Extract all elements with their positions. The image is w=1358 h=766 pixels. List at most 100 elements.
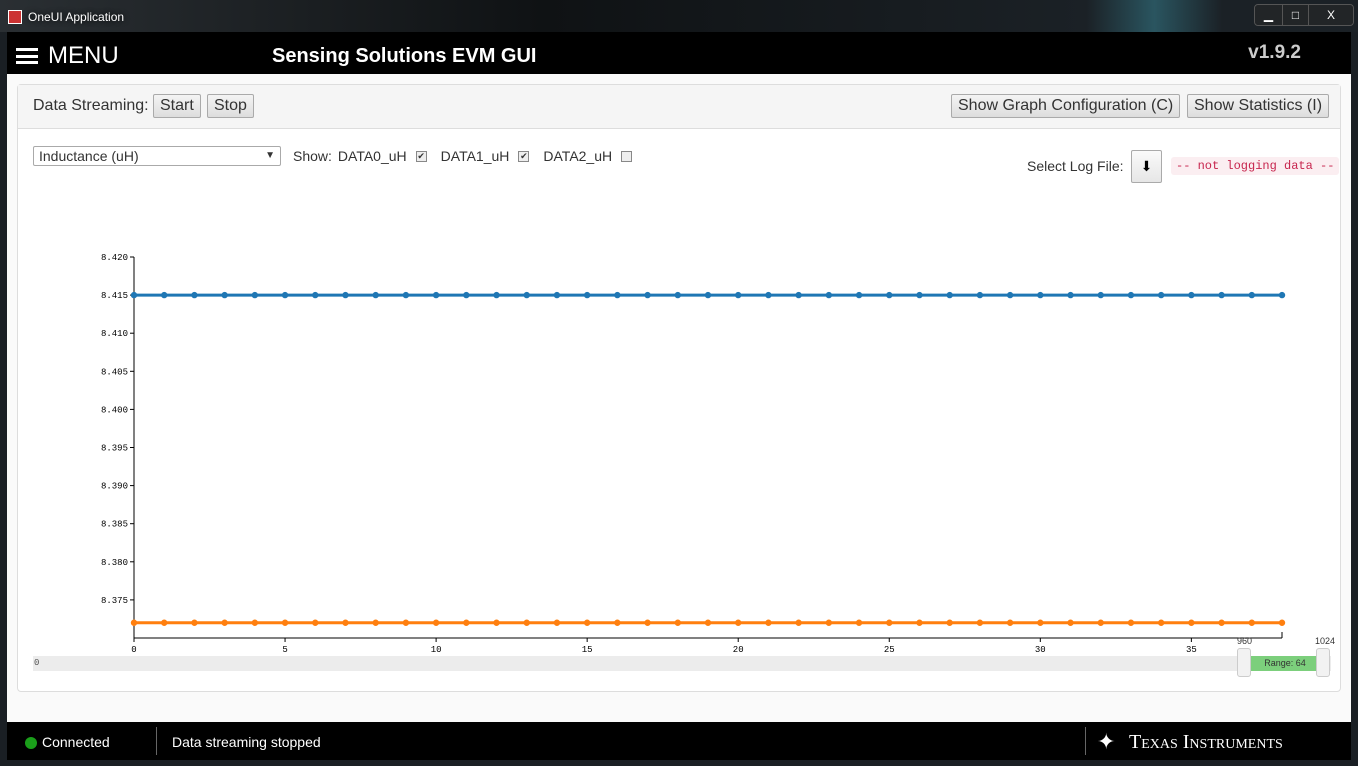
data-point-DATA1_uH [583, 619, 591, 626]
data-point-DATA1_uH [1097, 619, 1104, 626]
x-tick-label: 10 [431, 645, 442, 655]
range-slider[interactable]: 0 960 1024 Range: 64 [33, 636, 1335, 677]
data-point-DATA0_uH [1188, 291, 1195, 299]
data-point-DATA0_uH [130, 291, 138, 299]
data-point-DATA0_uH [704, 291, 712, 299]
app: MENU Sensing Solutions EVM GUI v1.9.2 Da… [7, 32, 1351, 760]
data-point-DATA1_uH [946, 619, 953, 626]
log-status: -- not logging data -- [1171, 157, 1340, 175]
data-point-DATA0_uH [281, 291, 289, 299]
select-log-file-button[interactable]: ⬇ [1131, 150, 1162, 183]
data-point-DATA0_uH [765, 291, 772, 299]
checkbox-data1[interactable]: ✔ [518, 150, 530, 162]
connection-status-icon [25, 737, 37, 749]
x-tick-label: 30 [1035, 645, 1046, 655]
data-point-DATA1_uH [553, 619, 561, 626]
data-point-DATA0_uH [825, 291, 833, 299]
data-point-DATA1_uH [644, 619, 651, 626]
data-point-DATA1_uH [674, 619, 681, 626]
checkbox-data2[interactable] [621, 150, 633, 162]
data-point-DATA1_uH [463, 619, 470, 626]
data-point-DATA0_uH [372, 291, 379, 299]
minimize-button[interactable]: ▁ [1255, 5, 1283, 25]
data-point-DATA0_uH [735, 291, 742, 299]
app-icon [8, 10, 22, 24]
y-tick-label: 8.400 [101, 405, 128, 415]
data-point-DATA1_uH [523, 619, 530, 626]
dropdown-arrow-icon: ▼ [265, 150, 275, 161]
data-point-DATA1_uH [1278, 619, 1286, 626]
show-statistics-button[interactable]: Show Statistics (I) [1187, 94, 1330, 118]
ti-logo-icon: ✦ [1097, 729, 1116, 754]
data-point-DATA0_uH [523, 291, 530, 299]
menu-button[interactable]: MENU [16, 42, 119, 70]
data-point-DATA0_uH [1067, 291, 1074, 299]
data-point-DATA0_uH [463, 291, 470, 299]
data-point-DATA1_uH [855, 619, 863, 626]
data-point-DATA0_uH [614, 291, 621, 299]
data-point-DATA1_uH [1037, 619, 1044, 626]
y-tick-label: 8.395 [101, 444, 128, 454]
slider-low-handle[interactable] [1237, 648, 1251, 677]
data-point-DATA1_uH [1127, 619, 1135, 626]
data-point-DATA1_uH [1067, 619, 1074, 626]
connection-status: Connected [42, 734, 110, 750]
maximize-button[interactable]: □ [1283, 5, 1309, 25]
y-tick-label: 8.385 [101, 520, 128, 530]
data-point-DATA1_uH [342, 619, 349, 626]
menu-label: MENU [48, 42, 119, 69]
window-titlebar: OneUI Application ▁ □ X [0, 0, 1358, 32]
data-point-DATA1_uH [825, 619, 833, 626]
x-tick-label: 20 [733, 645, 744, 655]
data-point-DATA0_uH [886, 291, 893, 299]
data-point-DATA1_uH [493, 619, 500, 626]
y-tick-label: 8.380 [101, 558, 128, 568]
data-point-DATA1_uH [976, 619, 984, 626]
data-point-DATA1_uH [130, 619, 138, 626]
x-tick-label: 0 [131, 645, 136, 655]
data-point-DATA0_uH [916, 291, 923, 299]
close-button[interactable]: X [1309, 5, 1353, 25]
data-point-DATA0_uH [251, 291, 259, 299]
log-file-label: Select Log File: [1027, 158, 1124, 174]
measurement-select[interactable]: Inductance (uH) ▼ [33, 146, 281, 166]
data-point-DATA1_uH [312, 619, 319, 626]
data-point-DATA0_uH [1006, 291, 1014, 299]
data-point-DATA1_uH [1188, 619, 1195, 626]
data-point-DATA1_uH [1157, 619, 1165, 626]
x-tick-label: 25 [884, 645, 895, 655]
start-button[interactable]: Start [153, 94, 201, 118]
app-header: MENU Sensing Solutions EVM GUI v1.9.2 [7, 32, 1351, 74]
slider-range-bar[interactable]: Range: 64 [1251, 656, 1319, 671]
stop-button[interactable]: Stop [207, 94, 254, 118]
y-tick-label: 8.375 [101, 596, 128, 606]
slider-high-handle[interactable] [1316, 648, 1330, 677]
data-point-DATA1_uH [402, 619, 410, 626]
version-label: v1.9.2 [1248, 42, 1301, 63]
x-tick-label: 5 [282, 645, 287, 655]
data-point-DATA0_uH [1278, 291, 1286, 299]
y-tick-label: 8.405 [101, 367, 128, 377]
graph-panel: Data Streaming: Start Stop Show Graph Co… [17, 84, 1341, 692]
data-point-DATA0_uH [402, 291, 410, 299]
data-point-DATA1_uH [432, 619, 440, 626]
data-point-DATA1_uH [1006, 619, 1014, 626]
ti-brand: Texas Instruments [1129, 731, 1283, 753]
window-title: OneUI Application [28, 10, 125, 24]
y-tick-label: 8.420 [101, 253, 128, 263]
data-point-DATA0_uH [946, 291, 953, 299]
data-point-DATA0_uH [855, 291, 863, 299]
channel-label-data0: DATA0_uH [337, 148, 407, 164]
x-tick-label: 35 [1186, 645, 1197, 655]
y-tick-label: 8.415 [101, 291, 128, 301]
show-graph-configuration-button[interactable]: Show Graph Configuration (C) [951, 94, 1181, 118]
x-tick-label: 15 [582, 645, 593, 655]
data-point-DATA0_uH [1248, 291, 1255, 299]
app-title: Sensing Solutions EVM GUI [272, 45, 537, 67]
data-point-DATA0_uH [1157, 291, 1165, 299]
checkbox-data0[interactable]: ✔ [415, 150, 427, 162]
data-point-DATA1_uH [161, 619, 168, 626]
channel-toggles: Show: DATA0_uH ✔ DATA1_uH ✔ DATA2_uH [293, 148, 640, 164]
data-point-DATA1_uH [795, 619, 802, 626]
data-point-DATA1_uH [281, 619, 289, 626]
